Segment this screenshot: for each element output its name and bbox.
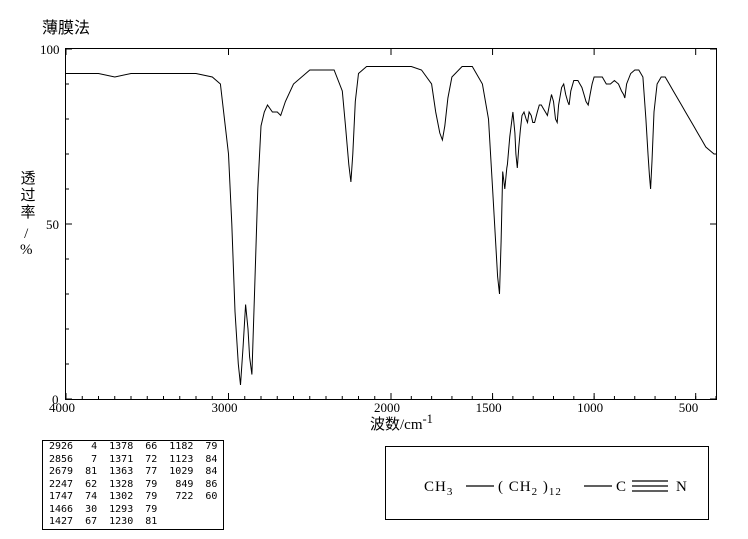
table-row: 267981136377102984 [43,466,224,479]
table-row: 28567137172112384 [43,454,224,467]
xtick-1000: 1000 [577,400,603,416]
peak-table: 2926413786611827928567137172112384267981… [42,440,224,530]
x-axis-label-text: 波数/cm [370,417,423,433]
structure-box: CH3 ( CH2 )12 C N [385,446,709,520]
y-axis-label-main: 透过率 [18,170,35,221]
xtick-1500: 1500 [476,400,502,416]
table-row: 146630129379 [43,504,224,517]
table-row: 17477413027972260 [43,491,224,504]
y-axis-label-unit: % [20,242,33,258]
spectrum-svg [66,49,716,399]
y-axis-slash: / [18,226,35,243]
x-axis-sup: -1 [423,412,433,426]
struct-n: N [676,479,688,495]
xtick-500: 500 [679,400,699,416]
ytick-50: 50 [46,217,59,233]
table-row: 142767123081 [43,516,224,529]
xtick-3000: 3000 [212,400,238,416]
ytick-100: 100 [40,42,60,58]
container: 薄膜法 100 50 0 透过率 / % 4000300020001500100… [0,0,748,539]
struct-ch3: CH3 [424,479,453,498]
table-row: 22476213287984986 [43,479,224,492]
y-axis-label: 透过率 / % [18,170,35,259]
struct-c: C [616,479,627,495]
structure-svg: CH3 ( CH2 )12 C N [386,447,708,519]
x-axis-label: 波数/cm-1 [370,412,433,434]
struct-ch2: ( CH2 )12 [498,479,562,498]
chart-title: 薄膜法 [42,14,90,38]
ir-spectrum-chart [65,48,717,400]
table-row: 29264137866118279 [43,441,224,454]
xtick-4000: 4000 [49,400,75,416]
